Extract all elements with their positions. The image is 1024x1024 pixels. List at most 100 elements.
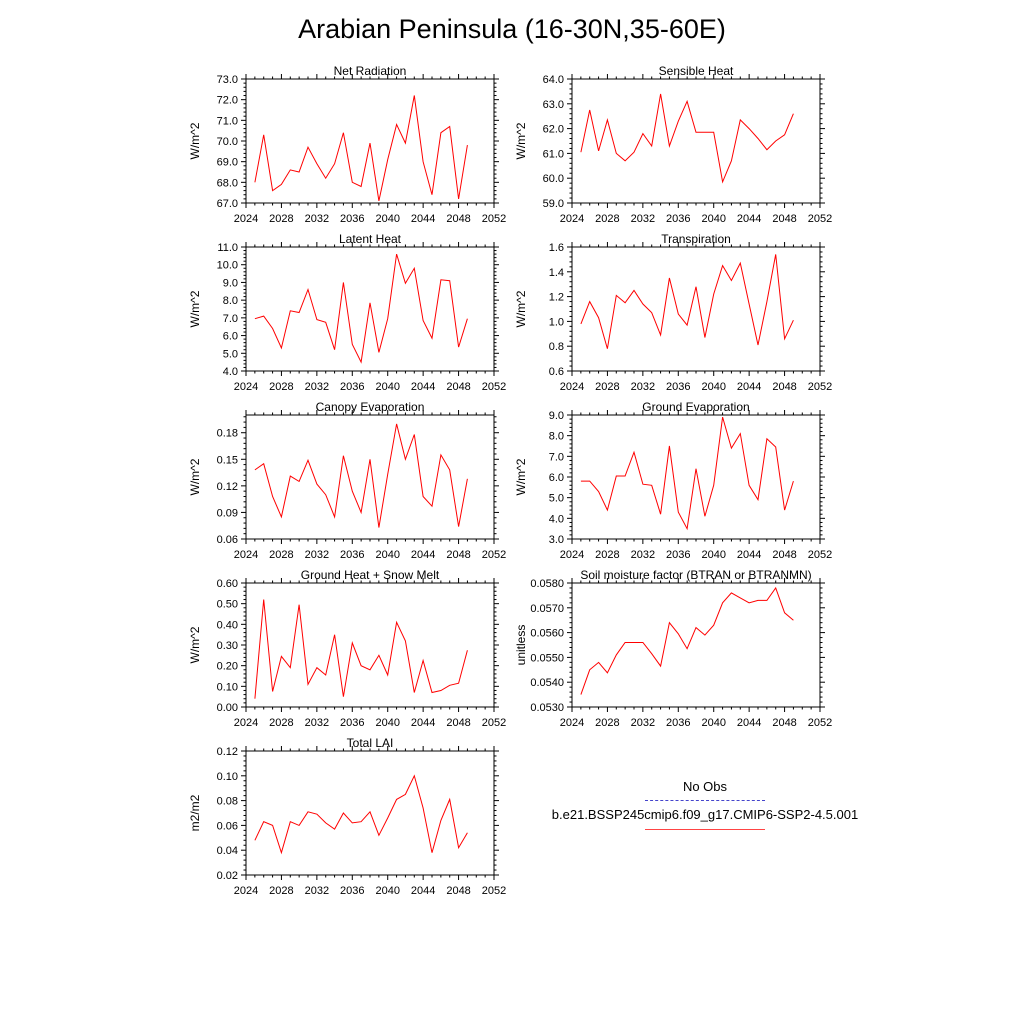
x-tick-label: 2036 [340,381,364,393]
y-tick-label: 0.15 [217,454,238,466]
x-tick-label: 2032 [631,549,655,561]
y-tick-label: 68.0 [217,177,238,189]
y-tick-label: 9.0 [549,410,564,422]
x-tick-label: 2028 [595,549,619,561]
x-tick-label: 2036 [340,717,364,729]
x-tick-label: 2032 [305,549,329,561]
x-tick-label: 2024 [560,213,584,225]
x-tick-label: 2024 [234,717,258,729]
x-tick-label: 2040 [375,213,399,225]
x-tick-label: 2032 [305,213,329,225]
y-tick-label: 62.0 [543,124,564,136]
y-tick-label: 10.0 [217,260,238,272]
y-tick-label: 0.8 [549,341,564,353]
chart-title: Soil moisture factor (BTRAN or BTRANMN) [580,568,811,582]
series-line [580,416,794,531]
y-tick-label: 6.0 [223,331,238,343]
y-tick-label: 9.0 [223,277,238,289]
y-tick-label: 5.0 [223,348,238,360]
chart-title: Total LAI [347,736,394,750]
x-tick-label: 2052 [482,549,506,561]
x-tick-label: 2024 [234,381,258,393]
x-tick-label: 2024 [560,717,584,729]
x-tick-label: 2028 [269,381,293,393]
x-tick-label: 2048 [772,549,796,561]
x-tick-label: 2052 [808,717,832,729]
y-tick-label: 0.12 [217,746,238,758]
x-tick-label: 2028 [269,885,293,897]
x-tick-label: 2040 [375,717,399,729]
x-tick-label: 2044 [411,381,435,393]
y-tick-label: 1.6 [549,242,564,254]
y-tick-label: 0.00 [217,702,238,714]
series-line [254,95,468,202]
y-tick-label: 1.2 [549,292,564,304]
y-tick-label: 1.4 [549,267,564,279]
chart-title: Latent Heat [339,232,402,246]
y-tick-label: 67.0 [217,198,238,210]
y-tick-label: 60.0 [543,173,564,185]
y-tick-label: 0.0540 [530,677,564,689]
y-tick-label: 4.0 [549,513,564,525]
plot-frame [571,78,821,204]
y-axis-label: W/m^2 [514,458,528,495]
series-line [254,423,468,528]
legend-obs-line [645,800,765,801]
y-tick-label: 63.0 [543,99,564,111]
y-tick-label: 7.0 [223,313,238,325]
y-tick-label: 64.0 [543,74,564,86]
x-tick-label: 2028 [269,717,293,729]
chart-title: Ground Heat + Snow Melt [301,568,440,582]
x-tick-label: 2028 [595,381,619,393]
x-tick-label: 2048 [446,717,470,729]
series-line [580,586,794,695]
y-axis-label: m2/m2 [188,794,202,831]
y-tick-label: 0.02 [217,870,238,882]
y-tick-label: 3.0 [549,534,564,546]
y-tick-label: 72.0 [217,95,238,107]
chart-panel: Sensible Heat W/m^2 2024 2028 2032 2036 2040 20… [514,64,832,225]
x-tick-label: 2044 [737,381,761,393]
chart-title: Sensible Heat [659,64,734,78]
legend-case-label: b.e21.BSSP245cmip6.f09_g17.CMIP6-SSP2-4.… [551,807,859,822]
y-tick-label: 0.10 [217,681,238,693]
x-tick-label: 2036 [666,717,690,729]
y-axis-label: W/m^2 [188,626,202,663]
chart-title: Canopy Evaporation [316,400,425,414]
x-tick-label: 2040 [375,885,399,897]
chart-panel: Total LAI m2/m2 2024 2028 2032 2036 2040 2044 20… [188,736,506,897]
x-tick-label: 2036 [340,549,364,561]
chart-title: Ground Evaporation [642,400,749,414]
chart-title: Transpiration [661,232,731,246]
chart-panel: Ground Heat + Snow Melt W/m^2 2024 2028 2032… [188,568,506,729]
x-tick-label: 2024 [234,549,258,561]
y-tick-label: 0.0530 [530,702,564,714]
series-line [580,93,794,184]
y-tick-label: 0.0560 [530,628,564,640]
y-tick-label: 8.0 [223,295,238,307]
figure-title: Arabian Peninsula (16-30N,35-60E) [298,14,726,44]
y-axis-label: unitless [514,625,528,666]
x-tick-label: 2052 [808,549,832,561]
y-tick-label: 0.18 [217,428,238,440]
plot-frame [245,246,495,372]
y-tick-label: 5.0 [549,493,564,505]
plot-frame [571,246,821,372]
y-tick-label: 0.0580 [530,578,564,590]
chart-panel: Latent Heat W/m^2 2024 2028 2032 2036 2040 2044… [188,232,506,393]
x-tick-label: 2032 [305,717,329,729]
series-line [254,253,468,364]
x-tick-label: 2036 [666,549,690,561]
x-tick-label: 2036 [666,213,690,225]
x-tick-label: 2044 [411,549,435,561]
x-tick-label: 2040 [701,213,725,225]
y-tick-label: 0.0550 [530,652,564,664]
plot-frame [571,414,821,540]
y-tick-label: 0.50 [217,599,238,611]
chart-panel: Soil moisture factor (BTRAN or BTRANMN) u… [514,568,832,729]
x-tick-label: 2028 [595,717,619,729]
y-tick-label: 0.0570 [530,603,564,615]
x-tick-label: 2032 [631,381,655,393]
series-line [254,774,468,855]
y-tick-label: 0.10 [217,771,238,783]
